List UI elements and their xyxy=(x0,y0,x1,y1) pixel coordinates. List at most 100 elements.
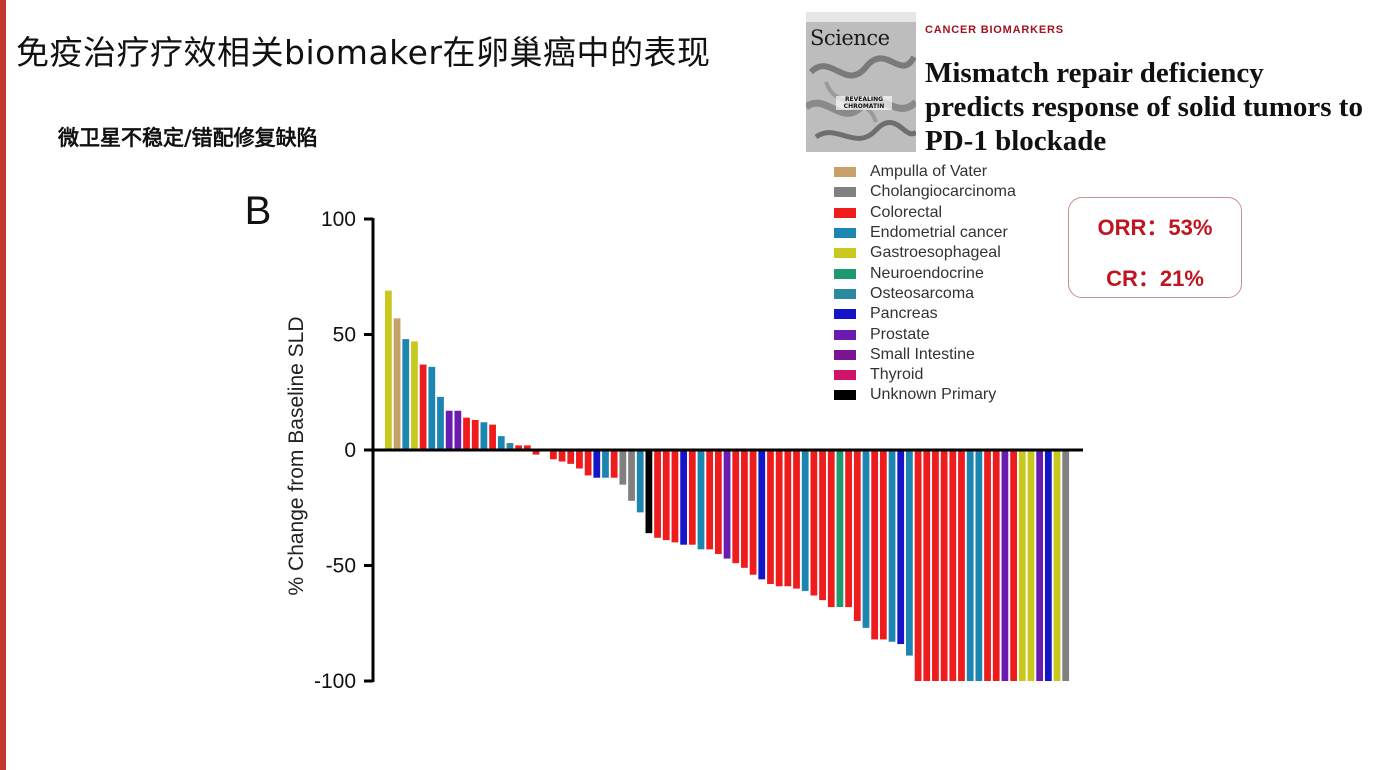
waterfall-bar xyxy=(602,450,609,478)
legend-item: Osteosarcoma xyxy=(834,284,1016,304)
y-axis-label: % Change from Baseline SLD xyxy=(285,317,308,596)
waterfall-bar xyxy=(558,450,566,462)
waterfall-bar xyxy=(671,450,679,543)
waterfall-bar xyxy=(1027,450,1035,681)
waterfall-bar xyxy=(662,450,670,541)
waterfall-bar xyxy=(862,450,870,628)
legend-label: Osteosarcoma xyxy=(870,284,975,302)
orr-stat: ORR：53% xyxy=(1097,215,1213,240)
waterfall-bar xyxy=(584,450,592,476)
waterfall-bar xyxy=(706,450,714,550)
y-tick-label: 50 xyxy=(333,324,356,347)
bars-layer xyxy=(385,290,1070,681)
legend-item: Colorectal xyxy=(834,203,1016,223)
waterfall-bar xyxy=(688,450,696,545)
waterfall-bar xyxy=(523,445,531,450)
legend-item: Cholangiocarcinoma xyxy=(834,182,1016,202)
y-tick-label: -50 xyxy=(326,555,356,578)
waterfall-bar xyxy=(949,450,957,681)
chart-legend: Ampulla of Vater Cholangiocarcinoma Colore… xyxy=(834,162,1016,406)
waterfall-bar xyxy=(680,450,688,545)
waterfall-bar xyxy=(775,450,783,587)
waterfall-bar xyxy=(463,417,470,450)
waterfall-bar xyxy=(914,450,922,681)
waterfall-bar xyxy=(975,450,983,681)
waterfall-bar xyxy=(576,450,583,469)
waterfall-bar xyxy=(749,450,757,575)
waterfall-bar xyxy=(428,366,436,450)
waterfall-bar xyxy=(819,450,826,601)
y-tick-label: -100 xyxy=(314,670,356,693)
waterfall-bar xyxy=(1036,450,1044,681)
legend-swatch xyxy=(834,349,856,360)
legend-label: Prostate xyxy=(870,325,930,343)
legend-item: Thyroid xyxy=(834,365,1016,385)
legend-item: Ampulla of Vater xyxy=(834,162,1016,182)
legend-item: Neuroendocrine xyxy=(834,263,1016,283)
waterfall-bar xyxy=(654,450,661,538)
legend-swatch xyxy=(834,329,856,340)
waterfall-bar xyxy=(480,422,488,450)
waterfall-bar xyxy=(714,450,722,554)
waterfall-bar xyxy=(619,450,627,485)
waterfall-bar xyxy=(393,318,401,450)
waterfall-bar xyxy=(966,450,974,681)
waterfall-bar xyxy=(1062,450,1070,681)
waterfall-bar xyxy=(549,450,557,460)
waterfall-bar xyxy=(888,450,896,642)
waterfall-bar xyxy=(437,396,444,450)
waterfall-bar xyxy=(593,450,601,478)
waterfall-bar xyxy=(697,450,705,550)
waterfall-bar xyxy=(836,450,844,608)
legend-swatch xyxy=(834,288,856,299)
waterfall-bar xyxy=(984,450,991,681)
legend-label: Thyroid xyxy=(870,366,924,384)
waterfall-bar xyxy=(932,450,939,681)
waterfall-bar xyxy=(610,450,618,478)
journal-cover-caption: REVEALING CHROMATIN xyxy=(836,96,892,110)
waterfall-bar xyxy=(845,450,852,608)
legend-label: Neuroendocrine xyxy=(870,264,984,282)
waterfall-bar xyxy=(767,450,774,584)
waterfall-bar xyxy=(906,450,913,656)
waterfall-bar xyxy=(784,450,792,587)
slide-title: 免疫治疗疗效相关biomaker在卵巢癌中的表现 xyxy=(16,33,711,72)
legend-swatch xyxy=(834,207,856,218)
waterfall-bar xyxy=(489,424,496,450)
waterfall-bar xyxy=(958,450,965,681)
waterfall-bar xyxy=(645,450,653,534)
waterfall-bar xyxy=(385,290,392,450)
waterfall-bar xyxy=(810,450,818,596)
waterfall-bar xyxy=(454,410,462,450)
waterfall-bar xyxy=(827,450,835,608)
cr-stat: CR：21% xyxy=(1106,266,1204,291)
legend-swatch xyxy=(834,187,856,198)
waterfall-bar xyxy=(471,419,479,450)
waterfall-bar xyxy=(628,450,635,501)
waterfall-bar xyxy=(1010,450,1017,681)
waterfall-bar xyxy=(801,450,809,591)
waterfall-bar xyxy=(506,443,514,450)
legend-item: Small Intestine xyxy=(834,345,1016,365)
waterfall-bar xyxy=(419,364,427,450)
waterfall-bar xyxy=(1001,450,1009,681)
legend-label: Unknown Primary xyxy=(870,386,997,404)
legend-item: Prostate xyxy=(834,324,1016,344)
waterfall-bar xyxy=(1044,450,1052,681)
legend-label: Pancreas xyxy=(870,305,938,323)
waterfall-bar xyxy=(497,436,505,450)
waterfall-bar xyxy=(793,450,800,589)
y-tick-label: 0 xyxy=(344,439,356,462)
legend-swatch xyxy=(834,167,856,178)
waterfall-bar xyxy=(567,450,575,464)
waterfall-bar xyxy=(1053,450,1061,681)
legend-swatch xyxy=(834,390,856,401)
legend-swatch xyxy=(834,309,856,320)
legend-label: Ampulla of Vater xyxy=(870,163,988,181)
legend-swatch xyxy=(834,268,856,279)
waterfall-bar xyxy=(402,339,410,450)
journal-masthead: Science xyxy=(810,26,890,50)
legend-swatch xyxy=(834,370,856,381)
waterfall-bar xyxy=(732,450,740,564)
